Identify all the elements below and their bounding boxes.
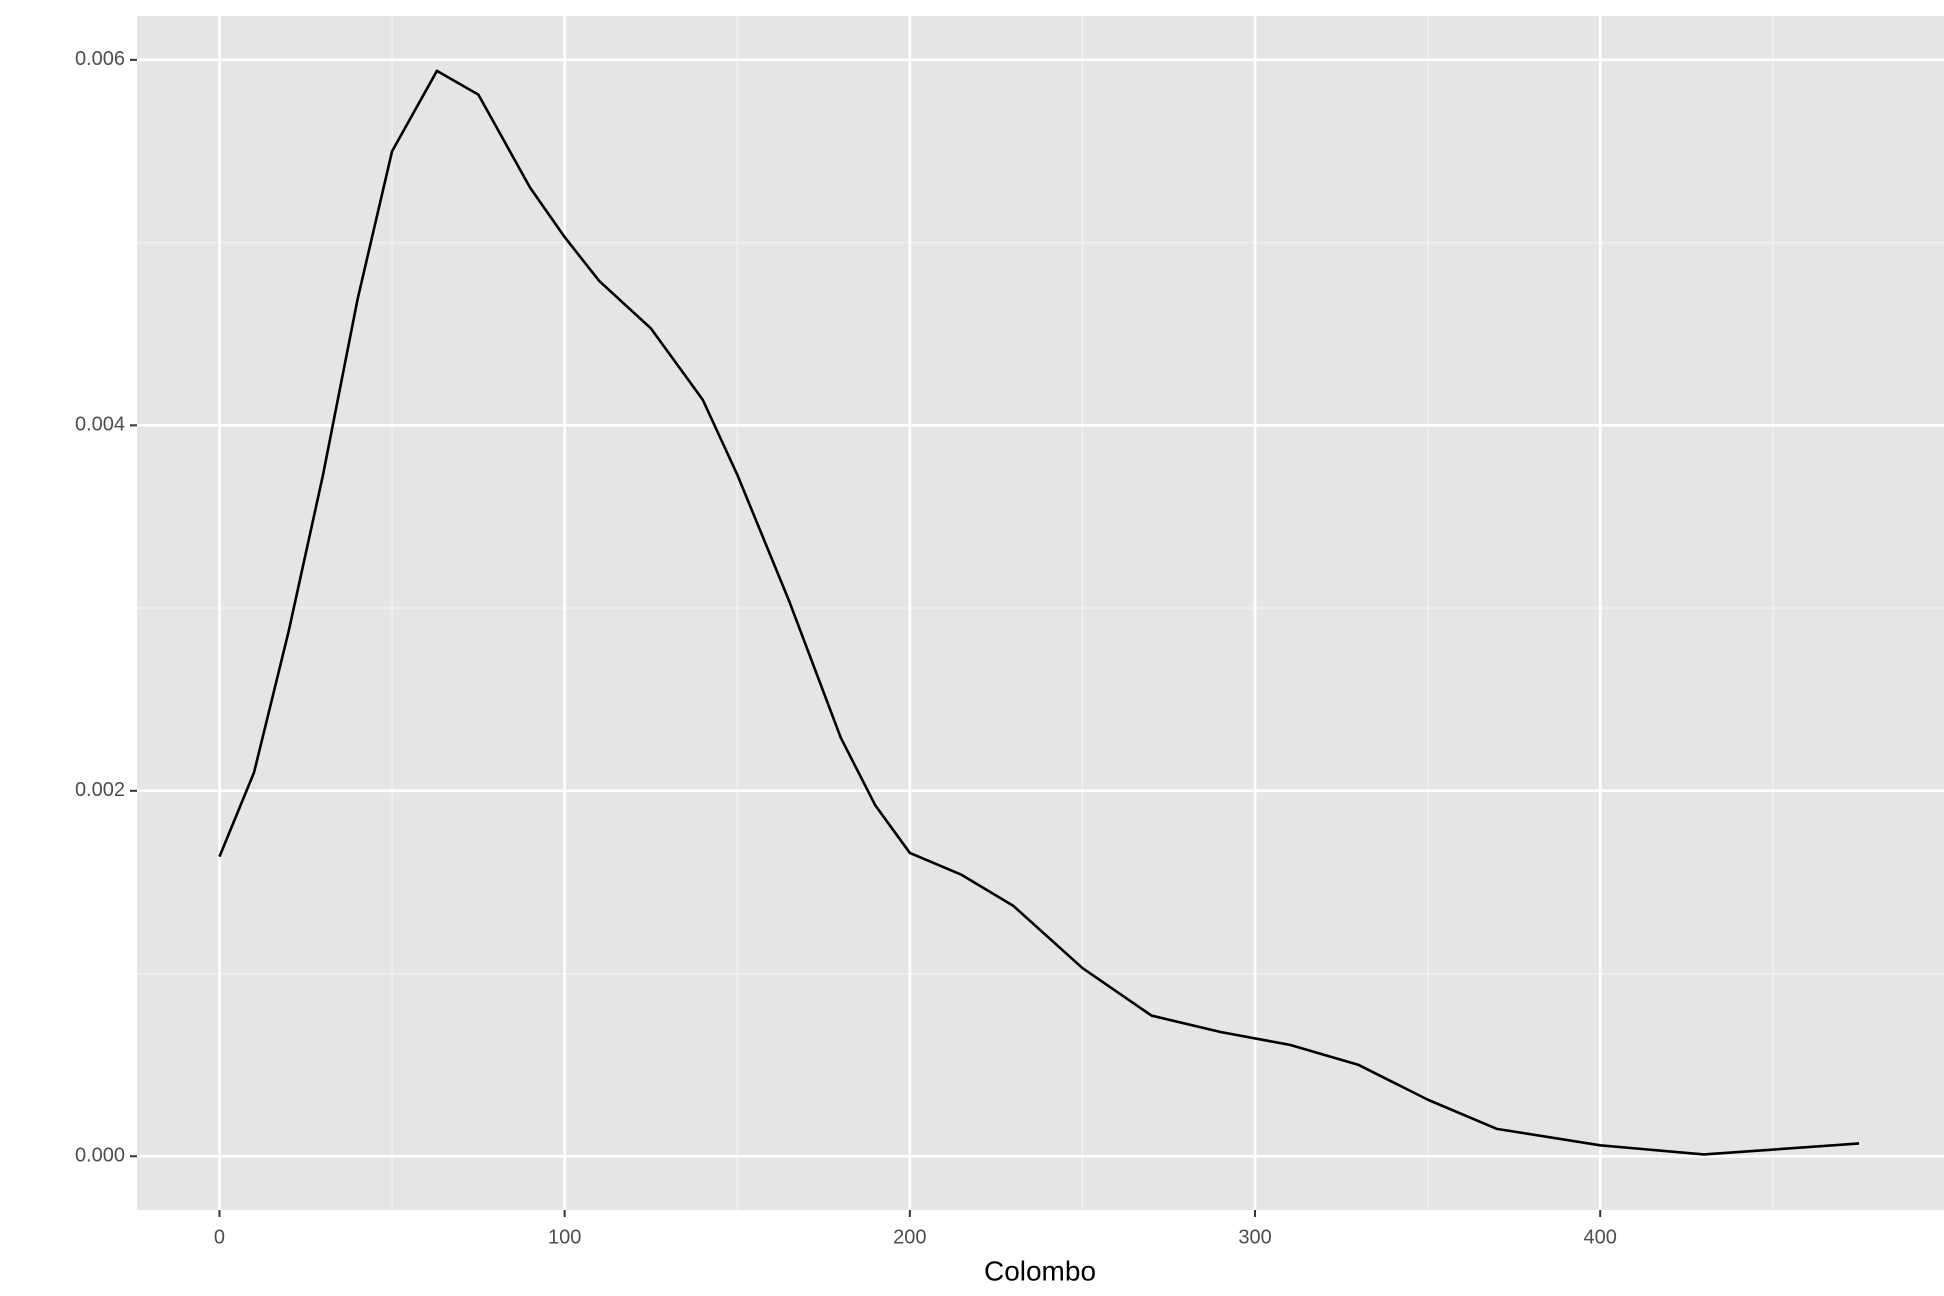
y-tick-label: 0.006 — [75, 48, 125, 70]
y-tick-label: 0.004 — [75, 414, 125, 436]
x-tick-label: 400 — [1584, 1226, 1617, 1248]
x-axis-title: Colombo — [984, 1255, 1096, 1286]
x-tick-label: 300 — [1238, 1226, 1271, 1248]
density-line — [218, 69, 1860, 1156]
x-tick-label: 200 — [893, 1226, 926, 1248]
panel — [137, 16, 1944, 1210]
x-tick-label: 0 — [214, 1226, 225, 1248]
y-tick-label: 0.002 — [75, 779, 125, 801]
x-tick-label: 100 — [548, 1226, 581, 1248]
y-tick-label: 0.000 — [75, 1145, 125, 1167]
